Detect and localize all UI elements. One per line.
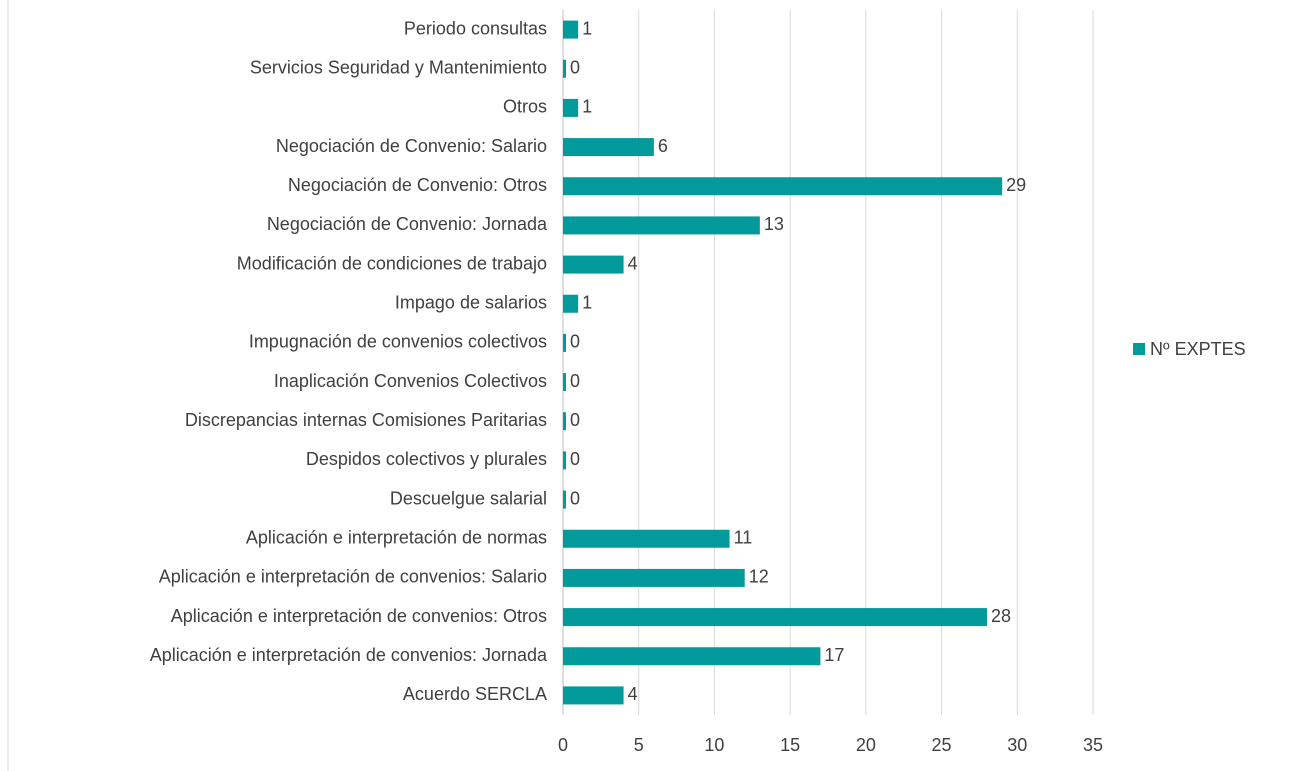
data-label: 1 [582,97,592,117]
y-tick-label: Modificación de condiciones de trabajo [237,253,547,273]
y-tick-label: Negociación de Convenio: Salario [276,136,547,156]
y-tick-label: Impugnación de convenios colectivos [249,332,547,352]
x-tick-label: 30 [1007,735,1027,755]
bar [563,255,624,274]
y-tick-label: Aplicación e interpretación de normas [246,528,547,548]
y-tick-label: Periodo consultas [404,18,547,38]
data-label: 17 [824,645,844,665]
bar [563,98,579,117]
bar [563,177,1003,196]
bar [563,686,624,705]
bar [563,20,579,39]
x-tick-label: 25 [932,735,952,755]
y-tick-label: Negociación de Convenio: Jornada [267,214,548,234]
data-label: 12 [749,567,769,587]
data-label: 4 [628,684,638,704]
y-tick-label: Descuelgue salarial [390,488,547,508]
data-label: 13 [764,214,784,234]
data-label: 0 [570,488,580,508]
bar [563,529,730,548]
data-label: 4 [628,253,638,273]
x-tick-label: 5 [634,735,644,755]
bar [563,138,654,157]
data-label: 6 [658,136,668,156]
data-label: 0 [570,332,580,352]
data-label: 0 [570,58,580,78]
y-tick-label: Despidos colectivos y plurales [306,449,547,469]
x-tick-label: 10 [704,735,724,755]
bar [563,490,566,509]
data-label: 11 [734,528,753,548]
x-tick-label: 15 [780,735,800,755]
bar [563,294,579,313]
bar [563,412,566,431]
data-label: 1 [582,18,592,38]
y-tick-label: Acuerdo SERCLA [403,684,547,704]
bar [563,333,566,352]
data-label: 29 [1006,175,1026,195]
bar [563,59,566,78]
y-tick-label: Aplicación e interpretación de convenios… [171,606,547,626]
data-label: 0 [570,449,580,469]
bar [563,647,821,666]
y-tick-label: Otros [503,97,547,117]
y-tick-label: Aplicación e interpretación de convenios… [159,567,547,587]
x-tick-label: 0 [558,735,568,755]
x-tick-label: 35 [1083,735,1103,755]
y-tick-label: Inaplicación Convenios Colectivos [274,371,547,391]
data-label: 28 [991,606,1011,626]
bar [563,451,566,470]
data-label: 0 [570,371,580,391]
y-tick-label: Impago de salarios [395,293,547,313]
y-tick-label: Discrepancias internas Comisiones Parita… [185,410,547,430]
y-tick-label: Servicios Seguridad y Mantenimiento [250,58,547,78]
y-tick-label: Negociación de Convenio: Otros [288,175,547,195]
bar [563,568,745,587]
bar [563,608,987,627]
y-tick-label: Aplicación e interpretación de convenios… [150,645,548,665]
bar [563,216,760,235]
x-tick-label: 20 [856,735,876,755]
legend-swatch [1133,343,1145,355]
data-label: 0 [570,410,580,430]
data-label: 1 [582,293,592,313]
bar [563,373,566,392]
legend-label: Nº EXPTES [1150,339,1246,359]
